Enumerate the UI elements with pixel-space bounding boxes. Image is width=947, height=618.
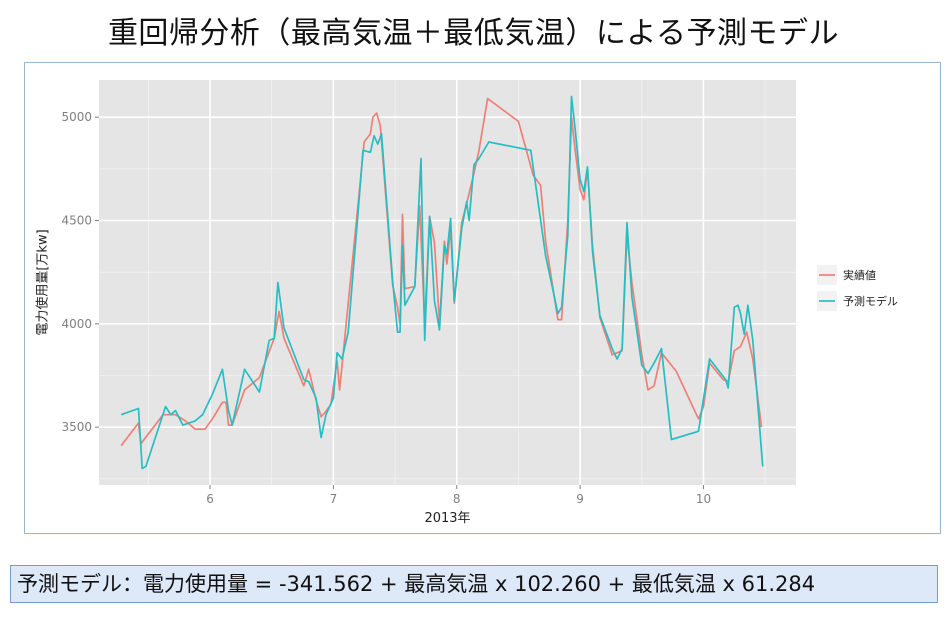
- y-tick-label: 5000: [61, 110, 92, 124]
- chart-frame: 6 7 8 9 10 3500 4000 4500 5000 2013年 電力使用量[万kw] …: [24, 62, 941, 534]
- formula-box: 予測モデル：電力使用量 = -341.562 + 最高気温 x 102.260 …: [10, 565, 938, 603]
- x-tick-label: 10: [696, 492, 711, 506]
- x-tick-label: 9: [576, 492, 584, 506]
- y-tick-label: 4000: [61, 317, 92, 331]
- legend-label: 予測モデル: [843, 294, 898, 308]
- plot-panel: [99, 80, 796, 485]
- x-tick-label: 8: [453, 492, 461, 506]
- slide-title: 重回帰分析（最高気温＋最低気温）による予測モデル: [107, 16, 840, 51]
- x-tick-label: 7: [330, 492, 338, 506]
- series-lines: [120, 95, 764, 470]
- x-tick-label: 6: [206, 492, 214, 506]
- series-line-predicted: [120, 95, 764, 470]
- axis-ticks: 6 7 8 9 10 3500 4000 4500 5000: [61, 110, 711, 506]
- y-axis-title: 電力使用量[万kw]: [35, 229, 51, 335]
- y-tick-label: 4500: [61, 214, 92, 228]
- legend-label: 実績値: [843, 268, 876, 282]
- x-axis-title: 2013年: [424, 511, 470, 526]
- y-tick-label: 3500: [61, 420, 92, 434]
